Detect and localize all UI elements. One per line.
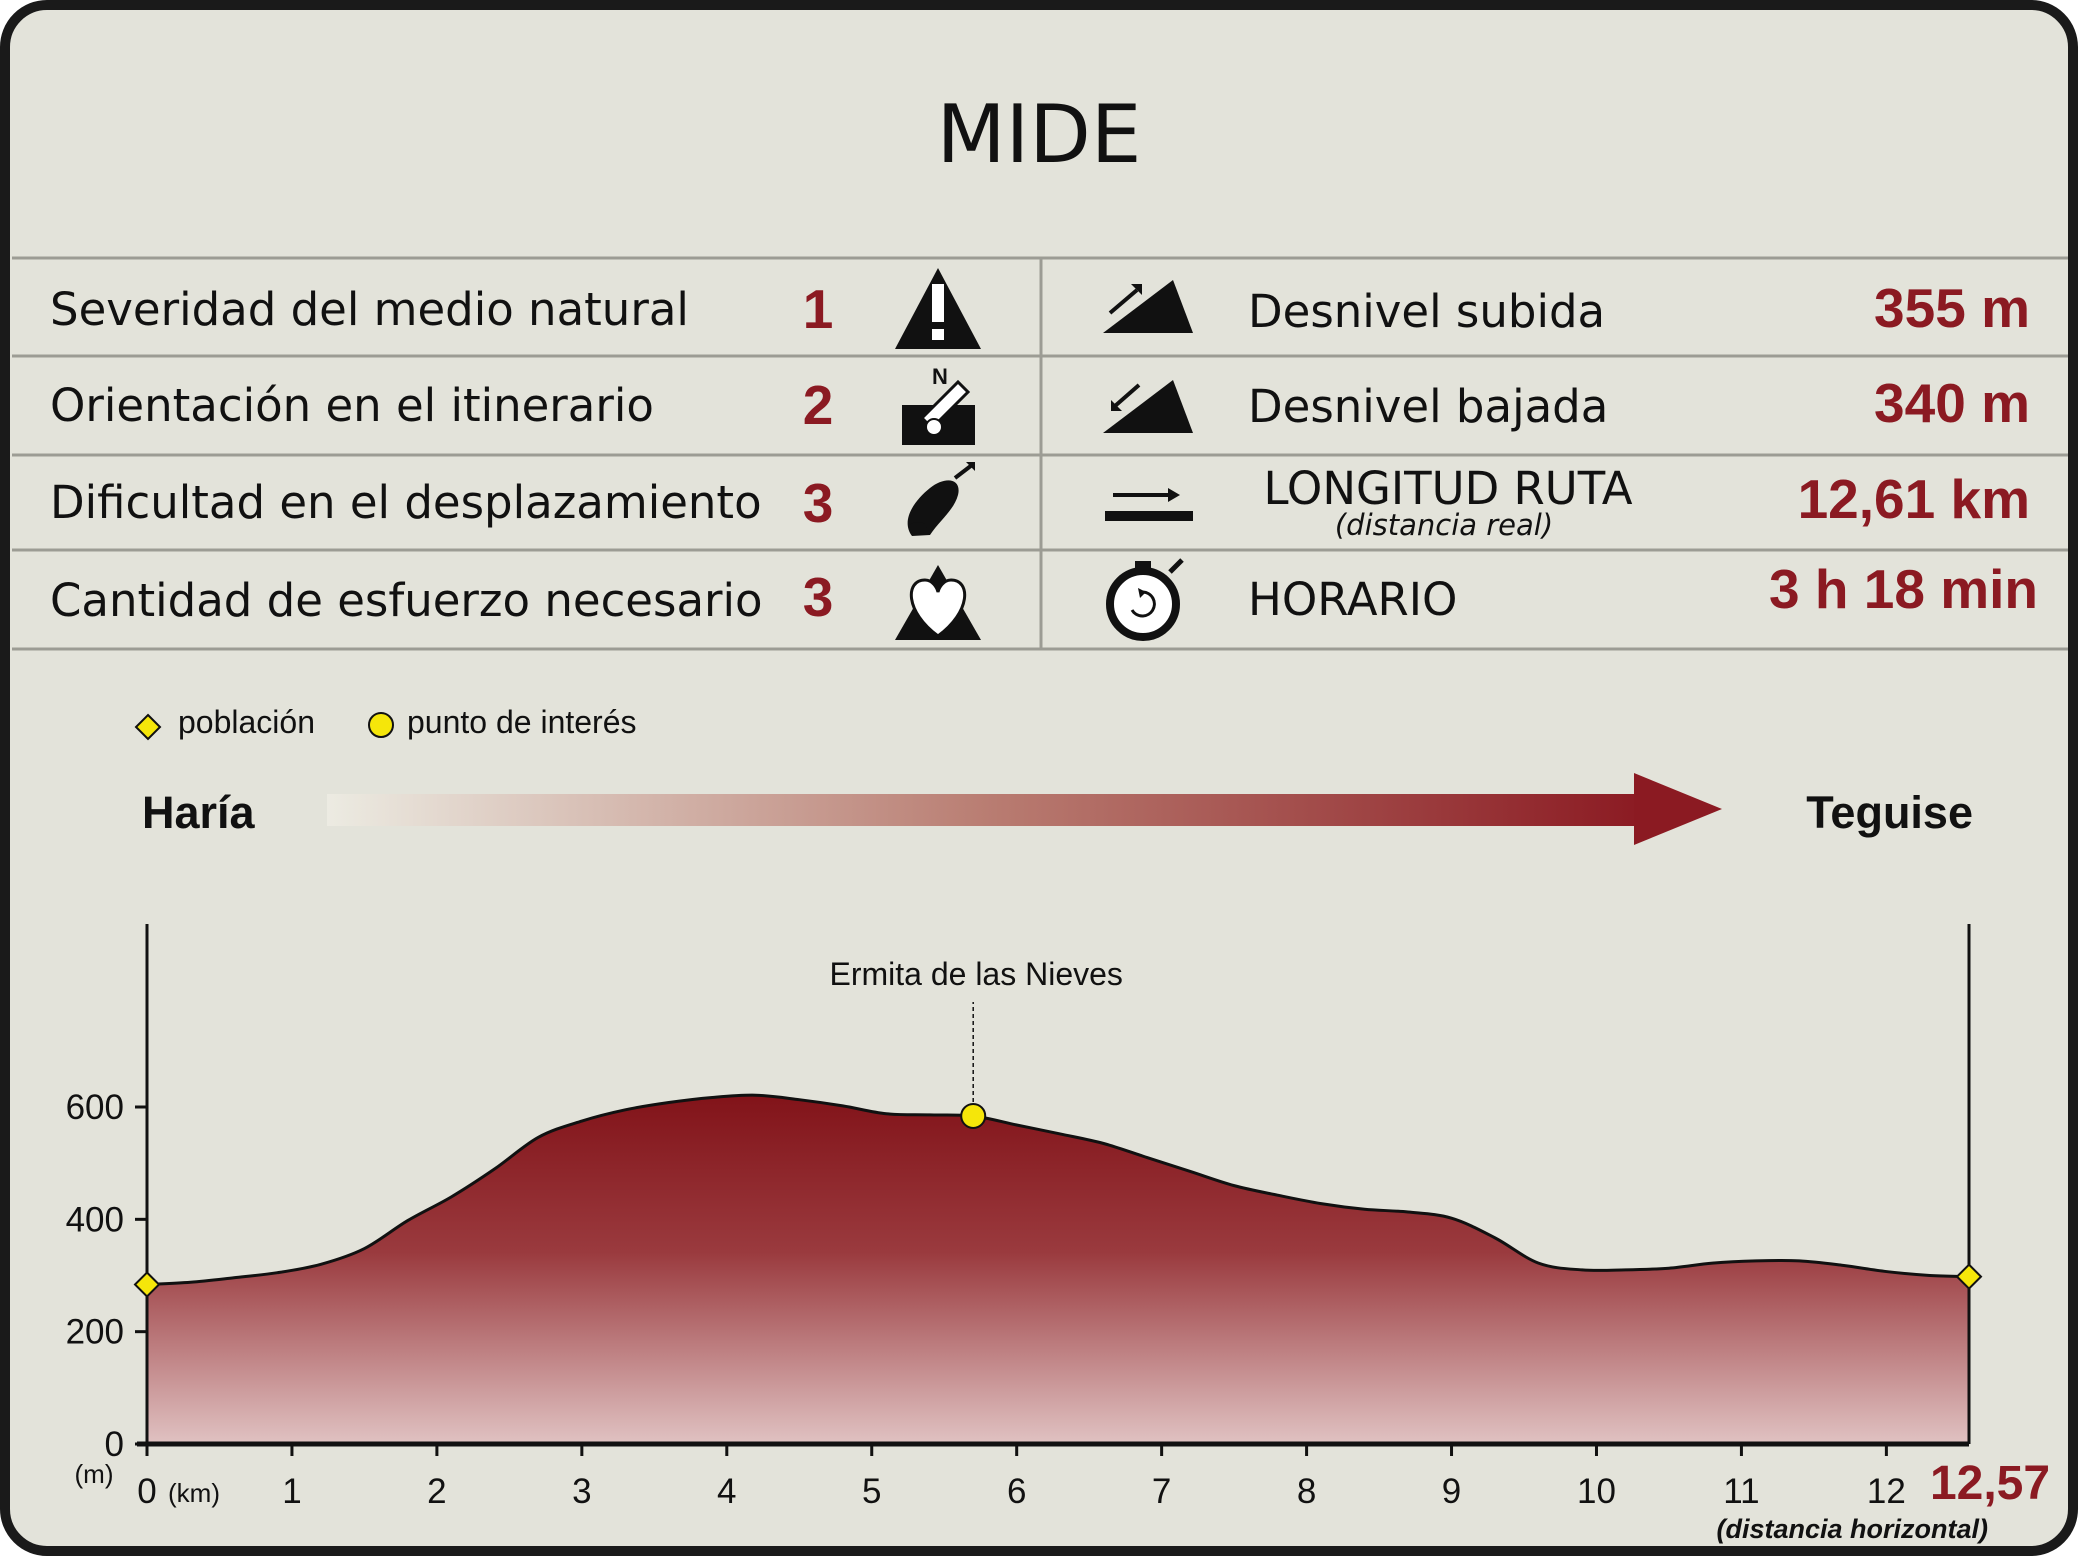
ascent-icon [1103,280,1193,333]
stat-row: LONGITUD RUTA (distancia real) 12,61 km [1263,462,2030,542]
legend: población punto de interés [134,704,637,741]
end-distance-label: 12,57 [1930,1457,2050,1510]
end-distance-note: (distancia horizontal) [1716,1514,1988,1544]
elevation-line [146,1093,1970,1286]
stat-value: 3 h 18 min [1769,558,2038,620]
x-tick-label: 8 [1297,1472,1316,1511]
stat-value: 355 m [1874,277,2030,339]
x-unit-label: (km) [168,1478,220,1508]
warning-mountain-icon [895,268,981,349]
x-tick-label: 10 [1577,1472,1616,1511]
route-arrow-head [1634,773,1722,845]
stat-sublabel: (distancia real) [1335,508,1553,542]
heart-mountain-icon [895,565,981,640]
x-tick-label: 1 [282,1472,301,1511]
y-tick-label: 400 [66,1200,124,1239]
compass-sign-icon: N [902,364,975,445]
x-tick-label: 5 [862,1472,881,1511]
stat-value: 340 m [1874,372,2030,434]
stat-row: HORARIO 3 h 18 min [1248,558,2038,626]
stat-row: Desnivel bajada 340 m [1248,372,2030,434]
poi-legend-icon [368,712,394,738]
poi-marker [960,1102,987,1129]
mide-label: Severidad del medio natural [50,283,689,336]
y-unit-label: (m) [75,1459,114,1489]
mide-value: 3 [803,472,834,534]
descent-icon [1103,380,1193,433]
mide-row: Cantidad de esfuerzo necesario 3 [50,566,833,628]
x-tick-label: 2 [427,1472,446,1511]
stat-label: Desnivel bajada [1248,380,1608,433]
mide-row: Severidad del medio natural 1 [50,278,833,340]
mide-value: 3 [803,566,834,628]
stat-value: 12,61 km [1798,468,2030,530]
legend-town-label: población [178,704,315,740]
town-marker [1955,1263,1983,1291]
route-arrow-shaft [327,794,1645,826]
x-tick-label: 9 [1442,1472,1461,1511]
legend-poi-label: punto de interés [407,704,637,740]
elevation-area [147,1095,1969,1444]
poi-label: Ermita de las Nieves [829,956,1122,992]
x-tick-label: 11 [1723,1472,1759,1511]
mide-row: Dificultad en el desplazamiento 3 [50,472,833,534]
route-direction: Haría Teguise [142,773,1973,845]
svg-text:N: N [932,364,948,389]
mide-value: 1 [803,278,834,340]
mide-table-grid [12,256,2068,651]
stopwatch-icon [1106,558,1184,641]
footprint-icon [907,462,975,536]
town-legend-icon [134,713,162,741]
x-tick-label: 4 [717,1472,736,1511]
mide-label: Cantidad de esfuerzo necesario [50,574,763,627]
stat-label: Desnivel subida [1248,285,1605,338]
mide-row: Orientación en el itinerario 2 [50,374,833,436]
mide-label: Dificultad en el desplazamiento [50,476,762,529]
stat-label: LONGITUD RUTA [1263,462,1632,515]
x-tick-label: 12 [1867,1472,1906,1511]
y-tick-label: 200 [66,1313,124,1352]
length-arrow-icon [1105,488,1193,521]
y-tick-label: 0 [105,1425,124,1464]
stat-row: Desnivel subida 355 m [1248,277,2030,339]
y-tick-label: 600 [66,1088,124,1127]
town-marker [133,1271,161,1298]
route-start: Haría [142,787,256,838]
mide-value: 2 [803,374,834,436]
stat-label: HORARIO [1248,573,1457,626]
x-tick-label: 6 [1007,1472,1026,1511]
route-end: Teguise [1806,787,1973,838]
x-tick-label: 0 [137,1472,156,1511]
x-tick-label: 7 [1152,1472,1171,1511]
page-title: MIDE [937,88,1142,181]
mide-label: Orientación en el itinerario [50,379,654,432]
x-tick-label: 3 [572,1472,591,1511]
